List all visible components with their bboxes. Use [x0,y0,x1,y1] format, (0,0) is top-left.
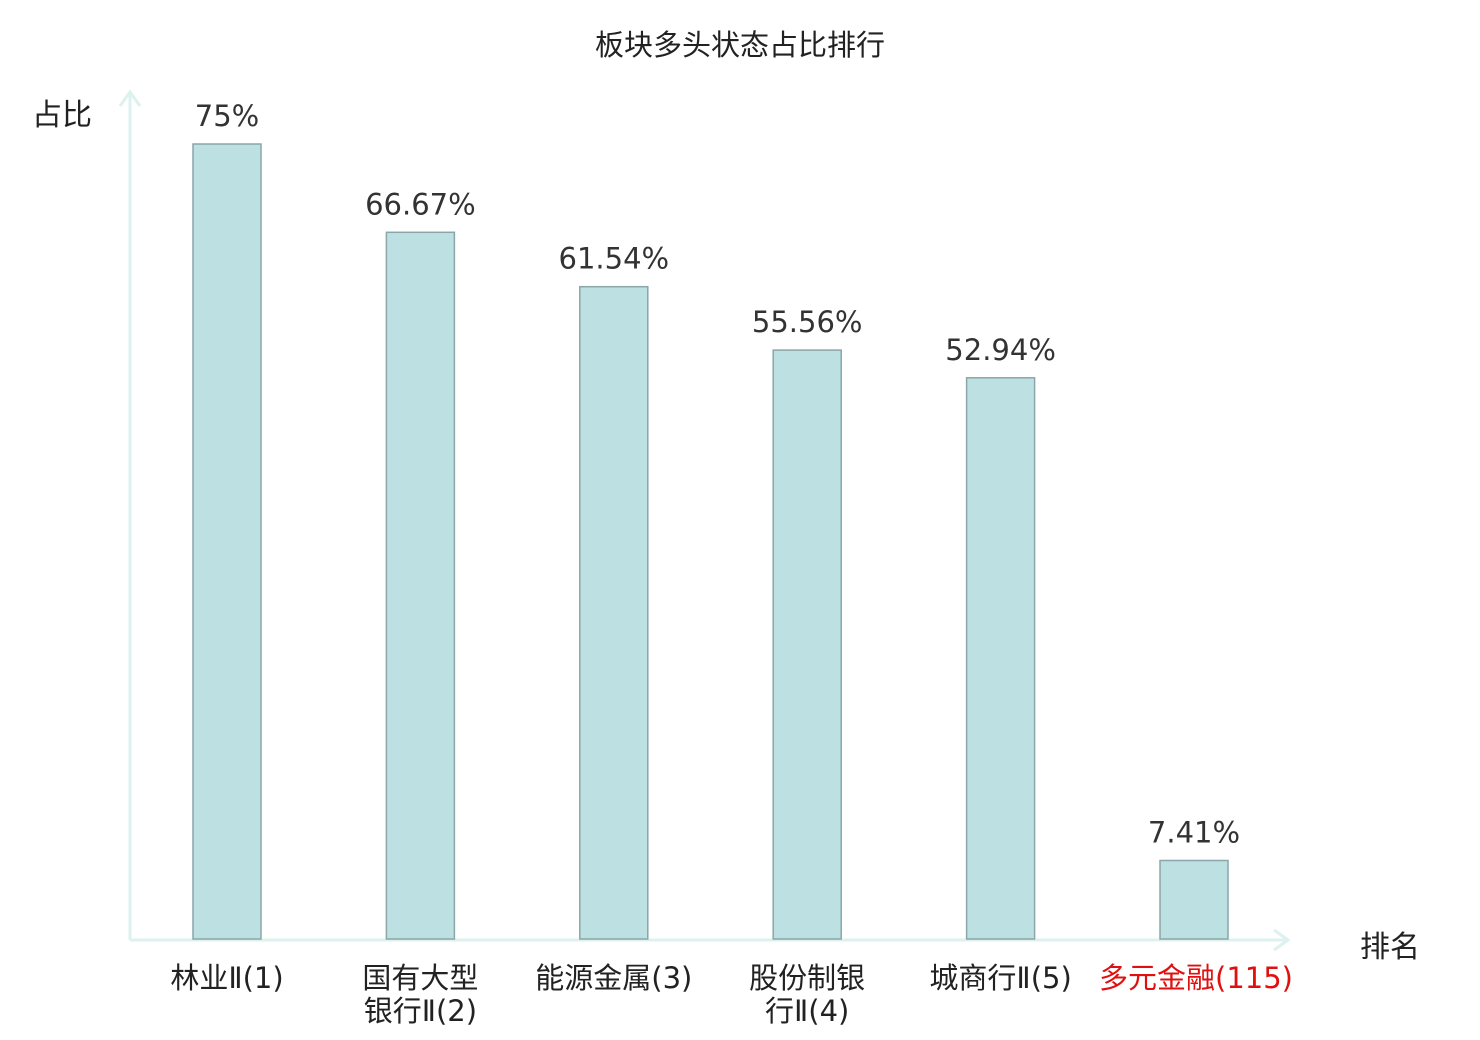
value-label-2: 66.67% [365,187,476,221]
bars [192,143,1229,940]
category-label-5: 城商行Ⅱ(5) [906,962,1096,995]
category-name: 多元金融 [1099,961,1216,995]
y-axis-arrow [118,89,142,107]
category-rank: (3) [651,961,693,995]
category-label-3: 能源金属(3) [519,962,709,995]
chart-title: 板块多头状态占比排行 [594,28,885,62]
axes [118,89,1291,952]
category-name: 林业Ⅱ [170,961,243,995]
category-label-6: 多元金融(115) [1099,961,1293,995]
value-label-3: 61.54% [559,242,670,276]
category-rank: (5) [1030,961,1072,995]
category-rank: (1) [242,961,284,995]
category-label-1: 林业Ⅱ(1) [132,962,322,995]
category-rank: (2) [435,994,478,1028]
category-label-4: 股份制银行Ⅱ(4) [742,962,872,1028]
category-name: 能源金属 [535,961,652,995]
bar-6 [1159,859,1229,940]
value-labels: 75% 66.67% 61.54% 55.56% 52.94% 7.41% [195,99,1240,850]
category-rank: (115) [1215,961,1293,995]
value-label-1: 75% [195,99,259,133]
x-axis-arrow [1273,928,1291,952]
x-axis-label: 排名 [1360,930,1420,965]
bar-1 [192,143,262,940]
category-rank: (4) [808,994,850,1028]
category-label-2: 国有大型银行Ⅱ(2) [355,962,485,1028]
category-name: 国有大型银行Ⅱ [362,961,479,1028]
category-name: 城商行Ⅱ [929,961,1031,995]
bar-4 [772,349,842,940]
value-label-6: 7.41% [1148,816,1240,850]
bar-5 [965,377,1036,940]
bar-3 [579,285,649,940]
value-label-4: 55.56% [752,305,863,339]
category-name: 股份制银行Ⅱ [749,961,866,1028]
y-axis-label: 占比 [32,98,92,133]
bar-2 [385,231,456,940]
value-label-5: 52.94% [945,333,1056,367]
